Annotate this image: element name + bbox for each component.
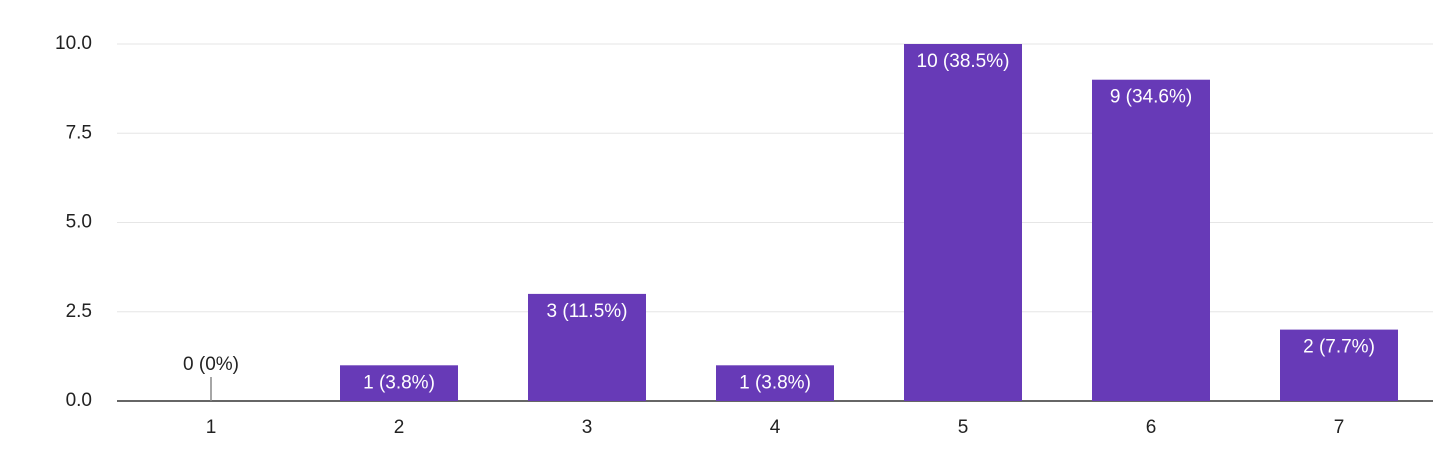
bar xyxy=(716,365,834,401)
x-tick-label: 2 xyxy=(394,417,405,438)
data-label: 0 (0%) xyxy=(183,354,239,375)
bar xyxy=(528,293,646,401)
data-label: 10 (38.5%) xyxy=(917,51,1010,72)
y-tick-label: 2.5 xyxy=(66,301,92,322)
bar xyxy=(340,365,458,401)
x-tick-label: 3 xyxy=(582,417,593,438)
data-label: 1 (3.8%) xyxy=(739,372,811,393)
x-tick-label: 1 xyxy=(206,417,217,438)
x-tick-label: 6 xyxy=(1146,417,1157,438)
bar xyxy=(1280,329,1398,401)
data-label: 9 (34.6%) xyxy=(1110,87,1192,108)
x-tick-label: 5 xyxy=(958,417,969,438)
x-tick-label: 4 xyxy=(770,417,781,438)
data-label: 3 (11.5%) xyxy=(547,301,628,322)
y-tick-label: 0.0 xyxy=(66,390,92,411)
x-tick-label: 7 xyxy=(1334,417,1345,438)
bar xyxy=(1092,79,1210,401)
y-tick-label: 10.0 xyxy=(55,33,92,54)
y-tick-label: 7.5 xyxy=(66,122,92,143)
data-label: 2 (7.7%) xyxy=(1303,337,1375,358)
bar xyxy=(904,44,1022,401)
y-tick-label: 5.0 xyxy=(66,212,92,233)
data-label: 1 (3.8%) xyxy=(363,372,435,393)
